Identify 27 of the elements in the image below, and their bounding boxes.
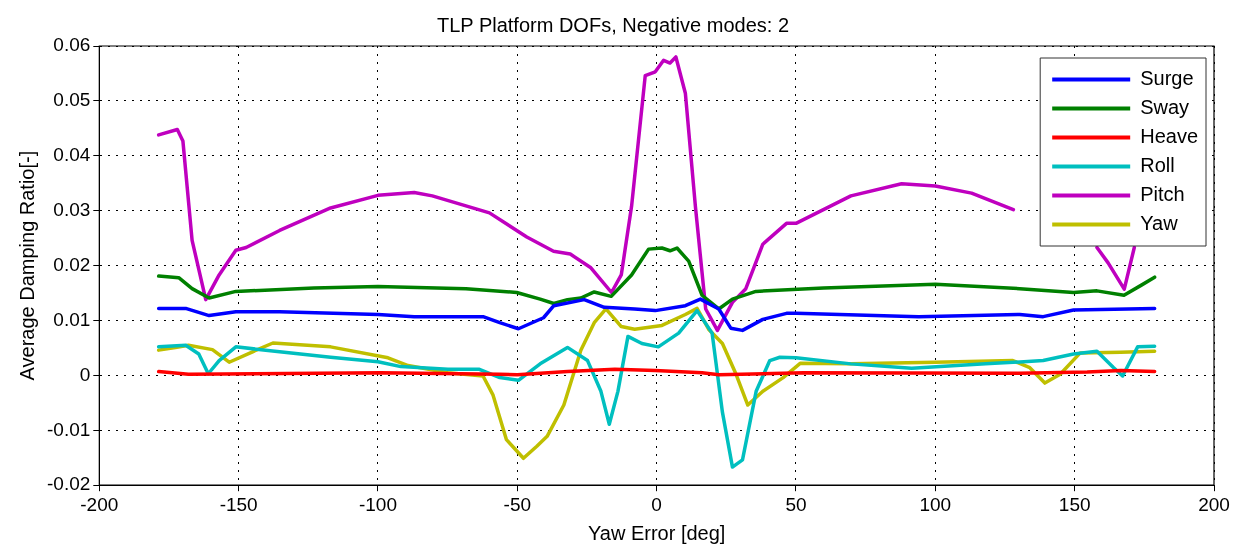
legend-label: Yaw <box>1140 212 1179 235</box>
chart-title: TLP Platform DOFs, Negative modes: 2 <box>437 13 789 36</box>
y-axis-title: Average Damping Ratio[-] <box>15 150 38 381</box>
y-tick-label: 0.04 <box>53 144 91 166</box>
x-axis-title: Yaw Error [deg] <box>587 521 726 544</box>
y-tick-label: 0 <box>79 363 91 385</box>
x-tick-label: -100 <box>358 493 397 515</box>
legend-label: Roll <box>1140 154 1175 177</box>
y-tick-label: 0.03 <box>53 198 91 220</box>
legend-label: Heave <box>1140 125 1198 148</box>
x-tick-label: -50 <box>503 493 532 515</box>
x-tick-label: 100 <box>919 493 952 515</box>
x-tick-label: 50 <box>785 493 807 515</box>
legend-label: Sway <box>1140 96 1190 119</box>
y-tick-label: 0.02 <box>53 253 91 275</box>
x-tick-label: -200 <box>80 493 119 515</box>
x-tick-label: 200 <box>1198 493 1230 515</box>
y-tick-label: 0.05 <box>53 89 91 111</box>
y-tick-label: 0.06 <box>53 34 91 56</box>
y-tick-label: -0.01 <box>46 418 91 440</box>
y-tick-label: -0.02 <box>46 473 91 495</box>
legend-label: Pitch <box>1140 183 1185 206</box>
x-tick-label: 0 <box>651 493 662 515</box>
x-tick-label: 150 <box>1058 493 1091 515</box>
x-tick-label: -150 <box>219 493 258 515</box>
y-tick-label: 0.01 <box>53 308 91 330</box>
legend-label: Surge <box>1140 67 1194 90</box>
